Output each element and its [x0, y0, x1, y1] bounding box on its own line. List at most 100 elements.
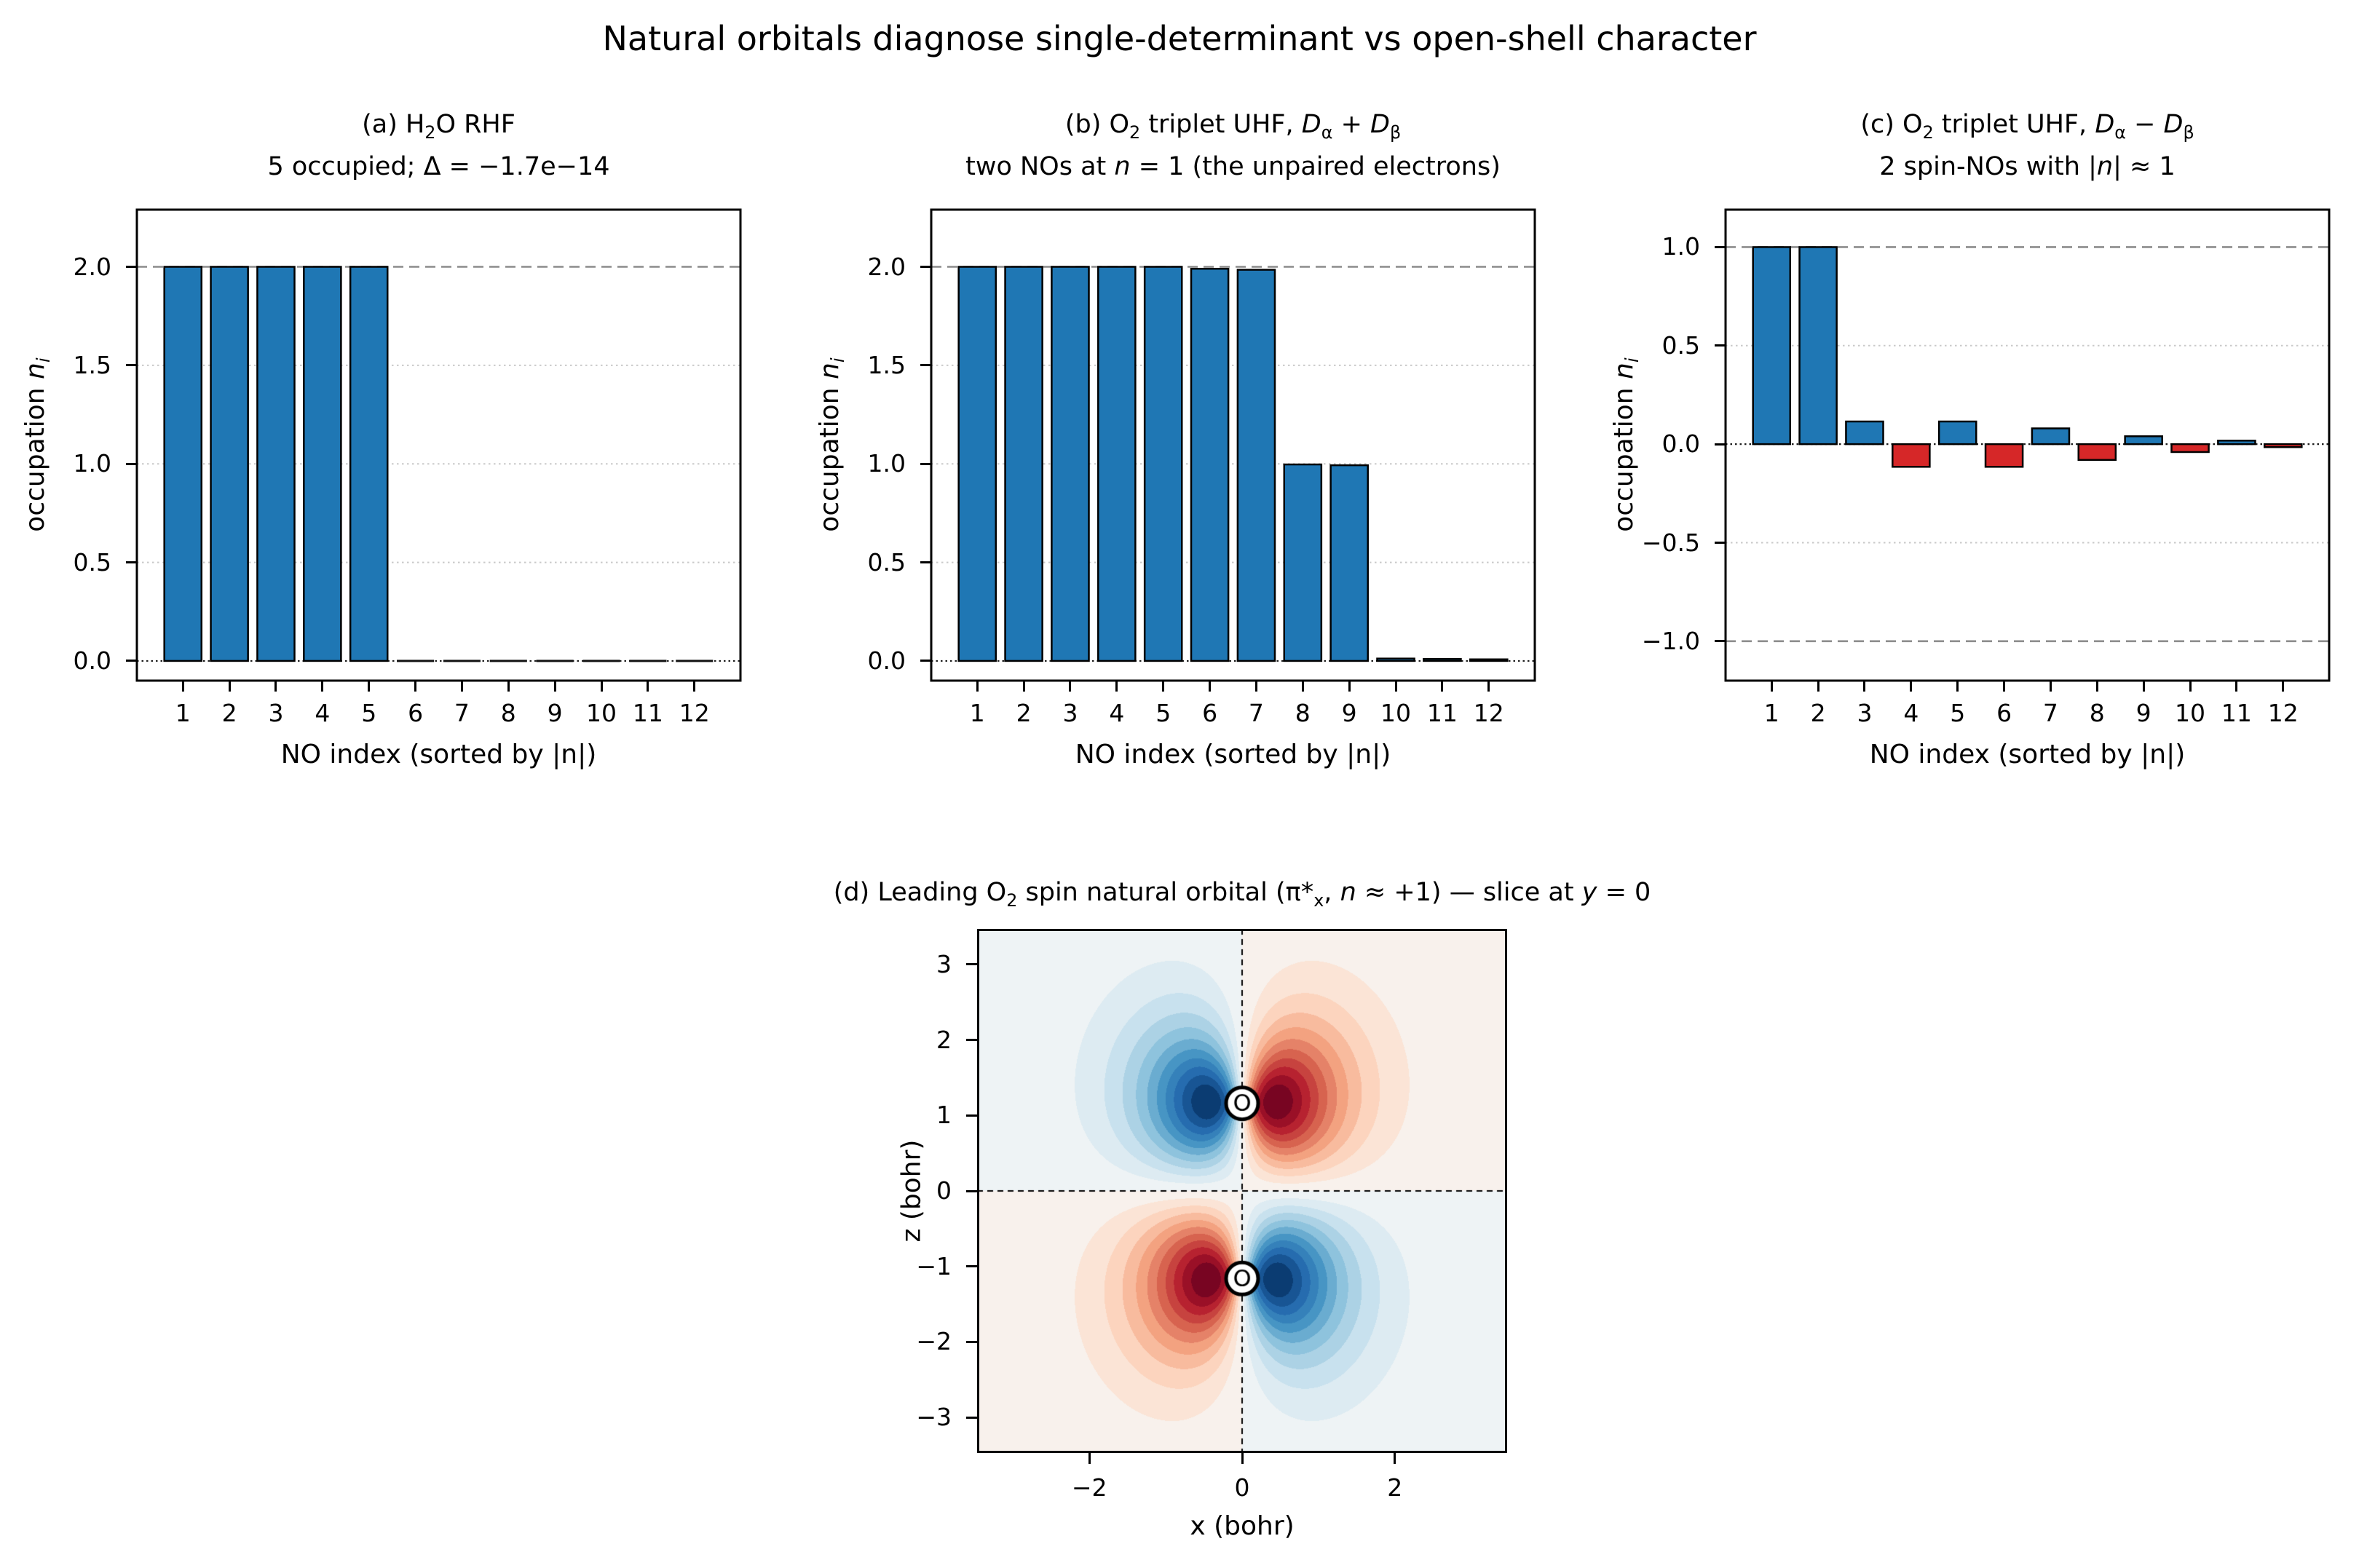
y-tick-label: 1.0 — [867, 449, 906, 478]
panel-b-title-line1: (b) O2 triplet UHF, Dα + Dβ — [1064, 110, 1402, 143]
panel-b-title-line2: two NOs at n = 1 (the unpaired electrons… — [965, 152, 1501, 181]
panel-d-title: (d) Leading O2 spin natural orbital (π*x… — [833, 878, 1651, 911]
x-tick-label: 4 — [315, 699, 331, 727]
y-tick — [920, 660, 931, 662]
y-tick — [1715, 542, 1726, 544]
x-tick-label: 12 — [1473, 699, 1504, 727]
x-tick — [414, 681, 417, 692]
x-tick-label: 3 — [1857, 699, 1873, 727]
y-tick-label: 0.5 — [73, 547, 111, 577]
bar — [2263, 443, 2303, 448]
x-tick — [181, 681, 184, 692]
z-tick — [966, 1340, 977, 1343]
x-tick-label: 7 — [2042, 699, 2058, 727]
x-tick-label: 3 — [1062, 699, 1078, 727]
bar — [163, 266, 203, 662]
bar-zero — [676, 660, 714, 662]
x-tick — [1088, 1453, 1091, 1464]
x-tick-label: 1 — [175, 699, 191, 727]
x-tick — [1394, 681, 1397, 692]
bar-zero — [536, 660, 574, 662]
x-tick — [2189, 681, 2192, 692]
x-tick-label: 8 — [1295, 699, 1311, 727]
x-tick — [1770, 681, 1773, 692]
bar — [1798, 246, 1838, 446]
y-tick-label: 0.5 — [1661, 330, 1700, 360]
y-tick — [920, 266, 931, 268]
panel-a-title-line1: (a) H2O RHF — [362, 110, 515, 143]
bar — [1984, 443, 2024, 468]
z-tick-label: 0 — [936, 1176, 952, 1205]
panel-b-title: (b) O2 triplet UHF, Dα + Dβ two NOs at n… — [931, 108, 1535, 184]
y-tick-label: −1.0 — [1641, 626, 1700, 655]
x-tick-label: 2 — [1810, 699, 1826, 727]
bar — [349, 266, 389, 662]
bar — [2124, 435, 2163, 446]
x-tick-label: 10 — [1380, 699, 1412, 727]
bar — [210, 266, 249, 662]
x-tick — [2095, 681, 2098, 692]
bar — [1190, 267, 1230, 662]
bar — [1376, 657, 1415, 662]
x-tick-label: 2 — [1387, 1473, 1403, 1502]
x-tick-label: 7 — [1248, 699, 1264, 727]
x-tick — [600, 681, 603, 692]
x-tick-label: 8 — [2089, 699, 2105, 727]
panel-c-xlabel: NO index (sorted by |n|) — [1869, 740, 2186, 769]
x-tick — [1162, 681, 1165, 692]
x-tick — [1069, 681, 1072, 692]
panel-c-title: (c) O2 triplet UHF, Dα − Dβ 2 spin-NOs w… — [1726, 108, 2329, 184]
z-tick-label: −1 — [916, 1251, 952, 1280]
panel-a-plot-area — [135, 208, 742, 682]
y-tick — [126, 462, 137, 465]
x-tick — [507, 681, 510, 692]
x-tick-label: 2 — [221, 699, 237, 727]
x-tick-label: 6 — [1202, 699, 1218, 727]
x-tick-label: 3 — [268, 699, 284, 727]
x-tick — [1394, 1453, 1396, 1464]
x-tick — [1441, 681, 1444, 692]
x-tick — [1956, 681, 1959, 692]
x-tick — [368, 681, 371, 692]
x-tick — [1115, 681, 1118, 692]
x-tick — [2049, 681, 2052, 692]
panel-c-title-line1: (c) O2 triplet UHF, Dα − Dβ — [1860, 110, 2194, 143]
x-tick-label: 4 — [1109, 699, 1125, 727]
x-tick-label: 12 — [2267, 699, 2299, 727]
bar-zero — [629, 660, 667, 662]
panel-b-ylabel: occupation ni — [814, 357, 849, 532]
x-tick-label: 4 — [1903, 699, 1919, 727]
bar — [1845, 420, 1884, 446]
bar — [1937, 420, 1977, 446]
x-tick — [1241, 1453, 1244, 1464]
y-tick-label: 1.0 — [1661, 232, 1700, 261]
y-tick-label: 0.0 — [867, 646, 906, 675]
x-tick-label: 9 — [547, 699, 563, 727]
y-tick-label: −0.5 — [1641, 528, 1700, 557]
x-tick-label: 5 — [361, 699, 377, 727]
x-tick-label: 6 — [408, 699, 424, 727]
bar — [2170, 443, 2210, 454]
panel-b-plot-area — [930, 208, 1536, 682]
x-tick — [1910, 681, 1913, 692]
panel-c-title-line2: 2 spin-NOs with |n| ≈ 1 — [1879, 152, 2176, 181]
x-tick-label: 10 — [2175, 699, 2206, 727]
x-tick-label: 9 — [1341, 699, 1357, 727]
x-tick — [976, 681, 979, 692]
panel-c-plot-area — [1724, 208, 2331, 682]
z-tick-label: 1 — [936, 1101, 952, 1130]
x-tick-label: 11 — [632, 699, 663, 727]
x-tick — [1209, 681, 1212, 692]
x-tick — [2003, 681, 2006, 692]
z-tick — [966, 1114, 977, 1117]
bar — [1752, 246, 1792, 446]
bar-zero — [489, 660, 527, 662]
panel-a-ylabel: occupation ni — [20, 357, 55, 532]
y-tick-label: 0.0 — [1661, 429, 1700, 459]
y-tick — [126, 660, 137, 662]
y-tick — [1715, 443, 1726, 446]
y-tick — [1715, 640, 1726, 643]
z-tick-label: 3 — [936, 949, 952, 978]
panel-d-xlabel: x (bohr) — [1190, 1511, 1295, 1541]
